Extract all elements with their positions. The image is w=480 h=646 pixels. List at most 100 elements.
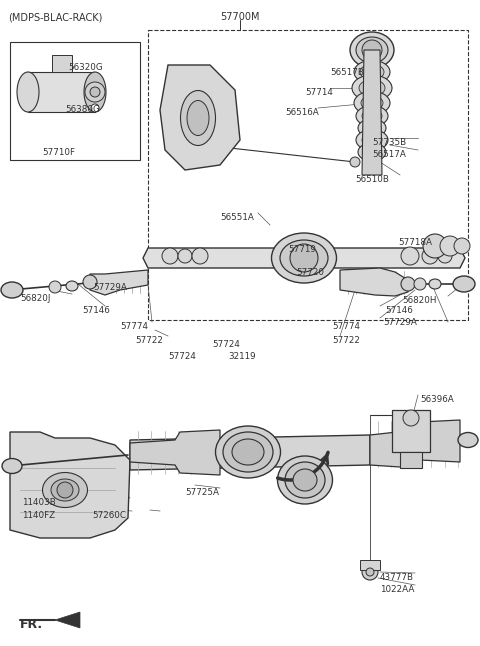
Ellipse shape xyxy=(359,79,385,96)
Ellipse shape xyxy=(356,105,388,127)
Ellipse shape xyxy=(43,472,87,508)
Polygon shape xyxy=(130,430,220,475)
Text: 57700M: 57700M xyxy=(220,12,260,22)
Ellipse shape xyxy=(363,146,381,158)
Ellipse shape xyxy=(354,91,390,115)
Polygon shape xyxy=(90,270,148,295)
Ellipse shape xyxy=(356,37,388,63)
Circle shape xyxy=(57,482,73,498)
Ellipse shape xyxy=(2,459,22,474)
Polygon shape xyxy=(362,50,382,175)
Text: 56551A: 56551A xyxy=(220,213,254,222)
Text: 57719: 57719 xyxy=(288,245,316,254)
Circle shape xyxy=(192,248,208,264)
Text: 57720: 57720 xyxy=(296,268,324,277)
Circle shape xyxy=(91,104,99,112)
Ellipse shape xyxy=(285,462,325,498)
Circle shape xyxy=(290,244,318,272)
Text: 57774: 57774 xyxy=(332,322,360,331)
Circle shape xyxy=(414,278,426,290)
Text: 57722: 57722 xyxy=(332,336,360,345)
Circle shape xyxy=(178,249,192,263)
Text: 57729A: 57729A xyxy=(383,318,417,327)
Text: (MDPS-BLAC-RACK): (MDPS-BLAC-RACK) xyxy=(8,12,102,22)
Circle shape xyxy=(440,236,460,256)
Circle shape xyxy=(438,249,452,263)
Polygon shape xyxy=(52,55,72,72)
Circle shape xyxy=(454,238,470,254)
Text: 57146: 57146 xyxy=(82,306,110,315)
Circle shape xyxy=(401,247,419,265)
Text: 57146: 57146 xyxy=(385,306,413,315)
Text: 11403B: 11403B xyxy=(22,498,56,507)
Ellipse shape xyxy=(458,433,478,448)
Text: 57722: 57722 xyxy=(135,336,163,345)
Polygon shape xyxy=(55,612,80,628)
Text: 57724: 57724 xyxy=(168,352,196,361)
Polygon shape xyxy=(130,435,370,470)
Ellipse shape xyxy=(293,469,317,491)
Text: 56396A: 56396A xyxy=(420,395,454,404)
FancyBboxPatch shape xyxy=(400,452,422,468)
Text: 56320G: 56320G xyxy=(68,63,103,72)
Ellipse shape xyxy=(232,439,264,465)
Circle shape xyxy=(401,277,415,291)
Text: 57714: 57714 xyxy=(305,88,333,97)
Text: 56516A: 56516A xyxy=(285,108,319,117)
Ellipse shape xyxy=(429,279,441,289)
Ellipse shape xyxy=(223,432,273,472)
Ellipse shape xyxy=(453,276,475,292)
Ellipse shape xyxy=(358,119,386,137)
Text: 56820H: 56820H xyxy=(402,296,436,305)
Ellipse shape xyxy=(280,240,328,276)
Ellipse shape xyxy=(361,96,383,110)
Polygon shape xyxy=(160,65,240,170)
Ellipse shape xyxy=(180,90,216,145)
Circle shape xyxy=(423,234,447,258)
Text: 43777B: 43777B xyxy=(380,573,414,582)
Ellipse shape xyxy=(277,456,333,504)
Text: FR.: FR. xyxy=(20,618,43,631)
Ellipse shape xyxy=(84,72,106,112)
Ellipse shape xyxy=(356,130,388,151)
Circle shape xyxy=(83,275,97,289)
Text: 57729A: 57729A xyxy=(93,283,127,292)
Text: 1022AA: 1022AA xyxy=(380,585,414,594)
Text: 57718A: 57718A xyxy=(398,238,432,247)
Circle shape xyxy=(362,564,378,580)
Text: 57735B: 57735B xyxy=(372,138,406,147)
Polygon shape xyxy=(10,432,130,538)
Text: 56510B: 56510B xyxy=(355,175,389,184)
Circle shape xyxy=(162,248,178,264)
Text: 56517A: 56517A xyxy=(372,150,406,159)
Ellipse shape xyxy=(51,479,79,501)
Circle shape xyxy=(362,40,382,60)
Ellipse shape xyxy=(66,281,78,291)
Circle shape xyxy=(350,157,360,167)
Text: 32119: 32119 xyxy=(228,352,256,361)
Polygon shape xyxy=(143,248,465,268)
Ellipse shape xyxy=(352,75,392,101)
Text: 57774: 57774 xyxy=(120,322,148,331)
Circle shape xyxy=(403,410,419,426)
Text: 1140FZ: 1140FZ xyxy=(22,511,55,520)
Text: 57724: 57724 xyxy=(212,340,240,349)
Text: 56380G: 56380G xyxy=(65,105,100,114)
Text: 57710F: 57710F xyxy=(42,148,75,157)
Circle shape xyxy=(422,248,438,264)
Text: 56820J: 56820J xyxy=(20,294,50,303)
Circle shape xyxy=(366,568,374,576)
Ellipse shape xyxy=(17,72,39,112)
Polygon shape xyxy=(370,420,460,468)
Circle shape xyxy=(85,82,105,102)
Polygon shape xyxy=(340,268,408,296)
Text: 57260C: 57260C xyxy=(92,511,126,520)
Ellipse shape xyxy=(362,134,382,147)
Ellipse shape xyxy=(187,101,209,136)
Ellipse shape xyxy=(362,110,382,123)
Ellipse shape xyxy=(354,60,390,84)
Ellipse shape xyxy=(216,426,280,478)
Circle shape xyxy=(49,281,61,293)
Text: 57725A: 57725A xyxy=(185,488,219,497)
Polygon shape xyxy=(28,72,95,112)
